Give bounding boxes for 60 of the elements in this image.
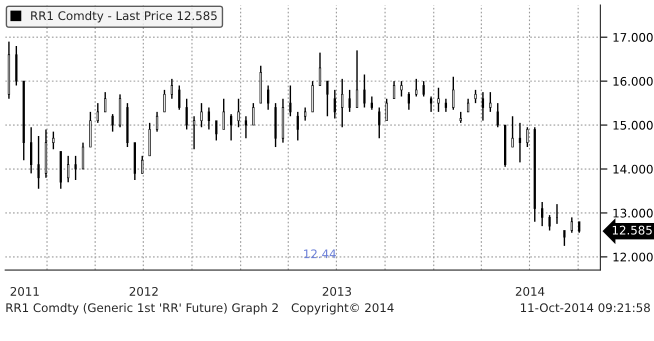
candlestick bbox=[466, 98, 470, 113]
candlestick bbox=[267, 84, 270, 110]
y-tick-label: 14.000 bbox=[613, 164, 653, 174]
candlestick bbox=[170, 78, 174, 100]
annotation: 12.44 bbox=[304, 249, 336, 258]
candlestick bbox=[348, 89, 351, 113]
candlestick bbox=[378, 106, 380, 139]
candlestick bbox=[541, 201, 544, 227]
candlestick bbox=[570, 216, 573, 234]
candlestick bbox=[415, 78, 418, 98]
candlestick bbox=[318, 52, 322, 86]
candlestick bbox=[82, 142, 84, 170]
candlestick bbox=[230, 113, 232, 142]
candlestick bbox=[452, 76, 454, 110]
candlestick bbox=[408, 91, 410, 110]
candlestick bbox=[400, 80, 403, 98]
candlestick bbox=[104, 91, 106, 113]
candlestick bbox=[334, 89, 336, 120]
candlestick bbox=[52, 130, 55, 150]
x-tick-label: 2011 bbox=[10, 286, 39, 296]
candlestick bbox=[156, 111, 158, 132]
candlestick bbox=[141, 155, 144, 174]
candlestick bbox=[304, 106, 306, 122]
candlestick bbox=[496, 102, 499, 128]
candlestick bbox=[422, 80, 425, 98]
candlestick bbox=[222, 98, 225, 130]
x-tick-label: 2013 bbox=[322, 286, 351, 296]
y-tick-label: 12.000 bbox=[613, 252, 653, 262]
y-tick-label: 15.000 bbox=[613, 120, 653, 130]
candlestick bbox=[489, 91, 492, 113]
candlestick bbox=[186, 98, 188, 130]
candlestick bbox=[370, 96, 373, 110]
text: 11-Oct-2014 09:21:58 bbox=[520, 303, 650, 312]
candlestick bbox=[392, 80, 396, 100]
y-tick-label: 13.000 bbox=[613, 208, 653, 218]
candlestick bbox=[296, 111, 299, 142]
x-tick-label: 2014 bbox=[516, 286, 544, 296]
y-tick-label: 17.000 bbox=[613, 32, 653, 42]
candlestick bbox=[363, 74, 366, 108]
y-tick-label: 16.000 bbox=[613, 76, 653, 86]
candlestick bbox=[96, 102, 99, 124]
candlestick bbox=[460, 111, 462, 124]
candlestick bbox=[111, 113, 114, 132]
candlestick bbox=[563, 230, 566, 247]
candlestick bbox=[30, 126, 32, 174]
candlestick bbox=[67, 155, 70, 183]
candlestick bbox=[178, 84, 180, 110]
candlestick bbox=[215, 120, 218, 142]
candlestick bbox=[578, 221, 580, 234]
candlestick bbox=[252, 102, 254, 126]
candlestick bbox=[386, 98, 388, 122]
text: 12.585 bbox=[612, 226, 652, 235]
candlestick bbox=[341, 78, 344, 128]
text: RR1 Comdty (Generic 1st 'RR' Future) Graph 2 bbox=[6, 303, 278, 314]
candlestick bbox=[289, 84, 292, 117]
text: Copyright© 2014 bbox=[292, 303, 394, 314]
legend-label: RR1 Comdty - Last Price 12.585 bbox=[31, 11, 217, 22]
candlestick bbox=[356, 50, 358, 108]
candlestick bbox=[526, 126, 529, 148]
x-tick-label: 2012 bbox=[130, 286, 158, 296]
